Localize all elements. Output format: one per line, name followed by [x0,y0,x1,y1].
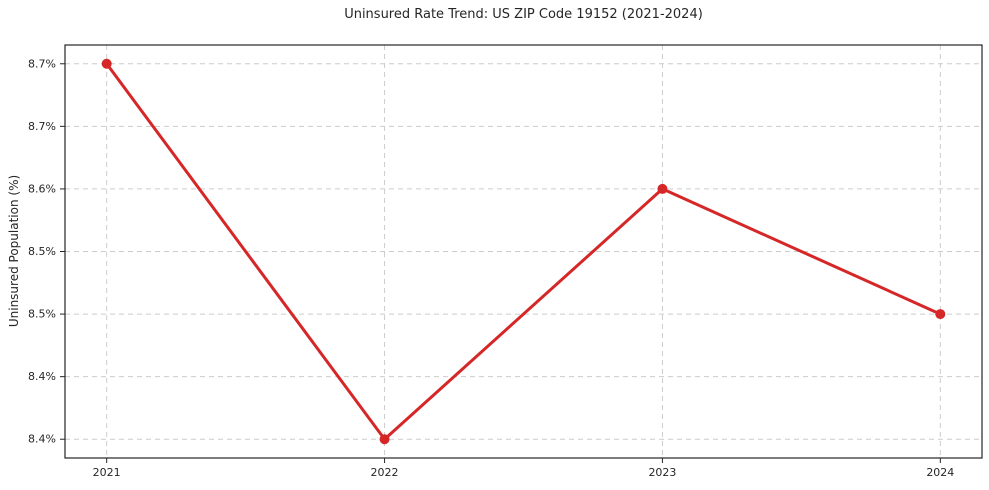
data-point-marker [657,183,668,194]
x-tick-label: 2023 [648,466,676,479]
y-tick-label: 8.7% [28,57,56,70]
x-tick-label: 2021 [93,466,121,479]
data-point-marker [379,434,390,445]
trend-line [105,62,942,441]
y-tick-label: 8.6% [28,182,56,195]
data-point-marker [935,309,946,320]
y-tick-label: 8.4% [28,433,56,446]
y-tick-label: 8.4% [28,370,56,383]
y-tick-label: 8.7% [28,120,56,133]
chart-title: Uninsured Rate Trend: US ZIP Code 19152 … [344,7,703,22]
x-tick-label: 2022 [371,466,399,479]
x-tick-label: 2024 [926,466,954,479]
y-tick-label: 8.5% [28,245,56,258]
data-point-marker [101,58,112,69]
y-tick-label: 8.5% [28,308,56,321]
